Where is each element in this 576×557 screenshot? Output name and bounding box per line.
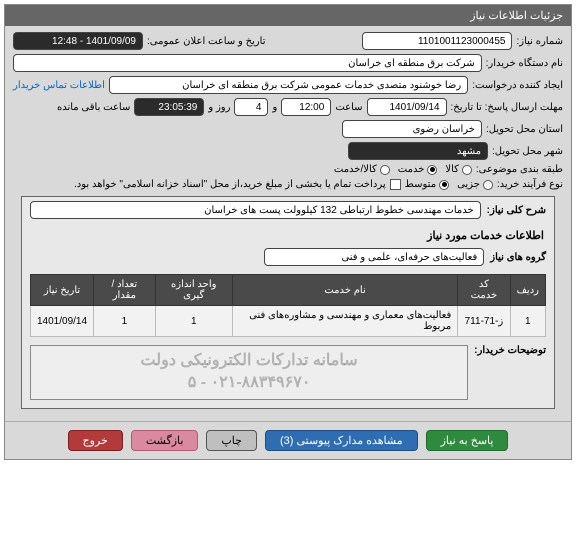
form-area: شماره نیاز: 1101001123000455 تاریخ و ساع…: [5, 26, 571, 421]
buy-process-label: نوع فرآیند خرید:: [497, 179, 563, 190]
need-no-label: شماره نیاز:: [516, 36, 563, 47]
radio-kalakhadamat-label: کالا/خدمت: [334, 164, 377, 175]
radio-dot-icon: [462, 165, 472, 175]
print-button[interactable]: چاپ: [206, 430, 257, 451]
creator-label: ایجاد کننده درخواست:: [472, 80, 563, 91]
city-field: مشهد: [348, 142, 488, 160]
services-table: ردیف کد خدمت نام خدمت واحد اندازه گیری ت…: [30, 274, 546, 337]
deadline-date: 1401/09/14: [367, 98, 447, 116]
radio-motavaset-label: متوسط: [405, 179, 436, 190]
watermark-text: سامانه تدارکات الکترونیکی دولت ۰۲۱-۸۸۳۴۹…: [141, 350, 358, 395]
radio-jozi[interactable]: جزیی: [457, 179, 493, 190]
need-no-field: 1101001123000455: [362, 32, 512, 50]
creator-field: رضا خوشنود متصدی خدمات عمومی شرکت برق من…: [109, 76, 468, 94]
announce-label: تاریخ و ساعت اعلان عمومی:: [147, 36, 266, 47]
services-info-title: اطلاعات خدمات مورد نیاز: [22, 223, 554, 244]
cell-row: 1: [510, 306, 545, 337]
th-name: نام خدمت: [232, 275, 457, 306]
radio-kala-label: کالا: [445, 164, 459, 175]
radio-dot-checked-icon: [439, 180, 449, 190]
radio-dot-checked-icon: [427, 165, 437, 175]
cell-name: فعالیت‌های معماری و مهندسی و مشاوره‌های …: [232, 306, 457, 337]
general-desc-label: شرح کلی نیاز:: [487, 205, 546, 216]
province-field: خراسان رضوی: [342, 120, 482, 138]
cell-unit: 1: [155, 306, 232, 337]
buyer-org-label: نام دستگاه خریدار:: [486, 58, 563, 69]
subject-type-group: کالا خدمت کالا/خدمت: [334, 164, 472, 175]
subject-type-label: طبقه بندی موضوعی:: [476, 164, 563, 175]
panel-title: جزئیات اطلاعات نیاز: [5, 5, 571, 26]
group-label: گروه های نیاز: [490, 252, 546, 263]
deadline-label: مهلت ارسال پاسخ: تا تاریخ:: [451, 102, 563, 113]
group-field: فعالیت‌های حرفه‌ای، علمی و فنی: [264, 248, 484, 266]
th-date: تاریخ نیاز: [31, 275, 94, 306]
watermark-line1: سامانه تدارکات الکترونیکی دولت: [141, 350, 358, 372]
general-desc-field: خدمات مهندسی خطوط ارتباطی 132 کیلوولت پس…: [30, 201, 481, 219]
cell-code: ز-71-711: [458, 306, 510, 337]
radio-khadamat-label: خدمت: [398, 164, 425, 175]
th-row: ردیف: [510, 275, 545, 306]
city-label: شهر محل تحویل:: [492, 146, 563, 157]
radio-kala[interactable]: کالا: [445, 164, 472, 175]
th-unit: واحد اندازه گیری: [155, 275, 232, 306]
countdown: 23:05:39: [134, 98, 204, 116]
announce-value: 1401/09/09 - 12:48: [13, 32, 143, 50]
th-code: کد خدمت: [458, 275, 510, 306]
days-field: 4: [234, 98, 268, 116]
radio-kalakhadamat[interactable]: کالا/خدمت: [334, 164, 390, 175]
province-label: استان محل تحویل:: [486, 124, 563, 135]
deadline-time: 12:00: [281, 98, 331, 116]
days-label: روز و: [208, 102, 230, 113]
payment-label: پرداخت تمام یا بخشی از مبلغ خرید،از محل …: [74, 179, 386, 190]
radio-khadamat[interactable]: خدمت: [398, 164, 438, 175]
radio-jozi-label: جزیی: [457, 179, 480, 190]
buyer-desc-label: توضیحات خریدار:: [474, 345, 546, 356]
contact-link[interactable]: اطلاعات تماس خریدار: [13, 80, 105, 91]
button-bar: پاسخ به نیاز مشاهده مدارک پیوستی (3) چاپ…: [5, 421, 571, 459]
table-row[interactable]: 1 ز-71-711 فعالیت‌های معماری و مهندسی و …: [31, 306, 546, 337]
cell-date: 1401/09/14: [31, 306, 94, 337]
exit-button[interactable]: خروج: [68, 430, 123, 451]
th-qty: تعداد / مقدار: [94, 275, 156, 306]
and-label: و: [272, 102, 277, 113]
buy-process-group: جزیی متوسط: [405, 179, 493, 190]
respond-button[interactable]: پاسخ به نیاز: [426, 430, 509, 451]
remain-label: ساعت باقی مانده: [57, 102, 130, 113]
watermark-line2: ۰۲۱-۸۸۳۴۹۶۷۰ - ۵: [141, 372, 358, 394]
radio-motavaset[interactable]: متوسط: [405, 179, 449, 190]
buyer-desc-box: سامانه تدارکات الکترونیکی دولت ۰۲۱-۸۸۳۴۹…: [30, 345, 468, 400]
attachments-button[interactable]: مشاهده مدارک پیوستی (3): [265, 430, 418, 451]
back-button[interactable]: بازگشت: [131, 430, 199, 451]
radio-dot-icon: [380, 165, 390, 175]
inner-panel: شرح کلی نیاز: خدمات مهندسی خطوط ارتباطی …: [21, 196, 555, 409]
buyer-org-field: شرکت برق منطقه ای خراسان: [13, 54, 482, 72]
table-header-row: ردیف کد خدمت نام خدمت واحد اندازه گیری ت…: [31, 275, 546, 306]
cell-qty: 1: [94, 306, 156, 337]
details-panel: جزئیات اطلاعات نیاز شماره نیاز: 11010011…: [4, 4, 572, 460]
radio-dot-icon: [483, 180, 493, 190]
payment-checkbox[interactable]: [390, 179, 401, 190]
time-label-1: ساعت: [335, 102, 362, 113]
